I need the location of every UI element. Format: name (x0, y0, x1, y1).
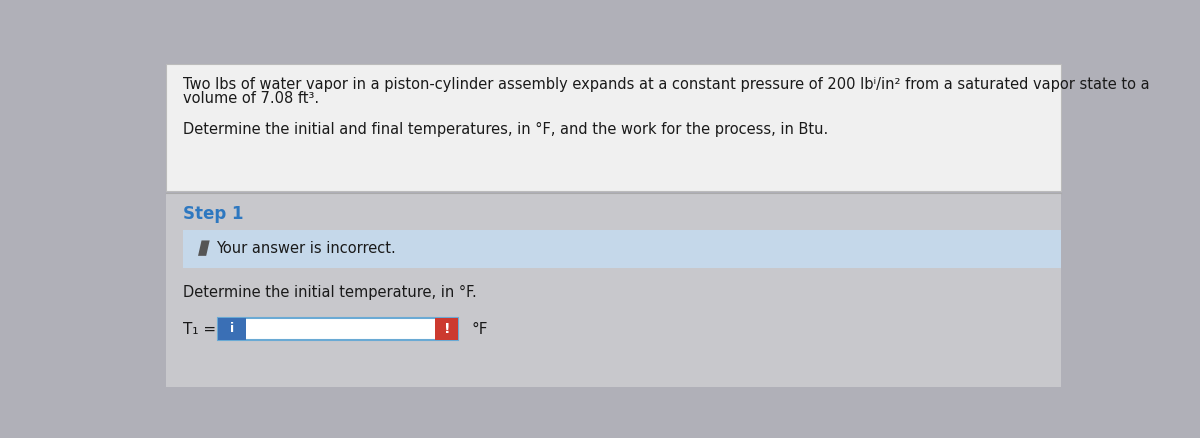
Bar (166, 64, 1061, 191)
Text: °F: °F (472, 322, 488, 337)
Text: Your answer is incorrect.: Your answer is incorrect. (216, 241, 396, 256)
Bar (182, 230, 1061, 268)
Text: Determine the initial and final temperatures, in °F, and the work for the proces: Determine the initial and final temperat… (182, 122, 828, 137)
Bar (218, 318, 246, 340)
Text: volume of 7.08 ft³.: volume of 7.08 ft³. (182, 91, 319, 106)
Bar (436, 318, 458, 340)
Text: Step 1: Step 1 (182, 205, 244, 223)
Text: i: i (230, 322, 234, 336)
Polygon shape (198, 240, 210, 256)
Bar (218, 318, 458, 340)
Text: Determine the initial temperature, in °F.: Determine the initial temperature, in °F… (182, 285, 476, 300)
Bar (166, 193, 1061, 387)
Text: T₁ =: T₁ = (182, 322, 216, 337)
Text: !: ! (444, 322, 450, 336)
Text: Two lbs of water vapor in a piston-cylinder assembly expands at a constant press: Two lbs of water vapor in a piston-cylin… (182, 77, 1150, 92)
